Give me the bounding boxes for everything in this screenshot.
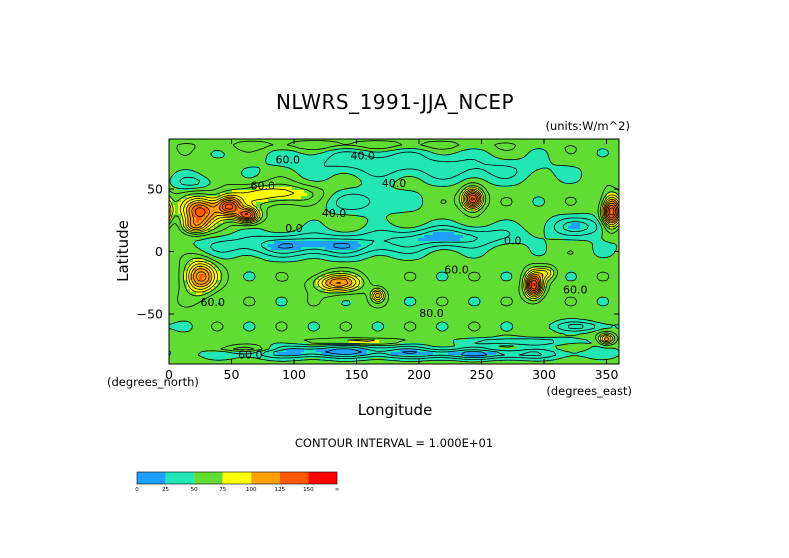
legend-label: 100: [246, 487, 257, 493]
contour-label: 60.0: [251, 180, 276, 193]
x-tick-label: 100: [282, 367, 306, 382]
contour-labels: 40.0 60.0 40.0 60.0 40.0 0.0 0.0 60.0 80.0 60.0 60…: [201, 150, 588, 362]
units-note: (units:W/m^2): [545, 119, 630, 133]
legend-swatch: [279, 472, 309, 484]
contour-label: 40.0: [322, 207, 347, 220]
contour-label: 40.0: [351, 150, 376, 163]
x-axis-label: Longitude: [358, 401, 433, 419]
contour-label: 60.0: [201, 296, 226, 309]
contour-label: 60.0: [444, 263, 469, 276]
legend-label: 50: [191, 487, 198, 493]
legend-label: ∞: [335, 487, 340, 493]
contour-label: 60.0: [276, 153, 301, 166]
x-tick-label: 300: [532, 367, 556, 382]
contour-label: 60.0: [563, 283, 588, 296]
contour-label: 40.0: [382, 177, 407, 190]
y-axis-ticks: 50 0 −50: [137, 182, 619, 322]
contour-label: 60.0: [238, 348, 263, 361]
y-axis-label: Latitude: [114, 220, 132, 282]
legend-label: 125: [275, 487, 286, 493]
contour-lines: [169, 140, 619, 363]
y-unit-note: (degrees_north): [107, 375, 199, 389]
x-tick-label: 150: [345, 367, 369, 382]
legend-swatch: [251, 472, 280, 484]
legend-label: 75: [219, 487, 226, 493]
y-tick-label: 0: [155, 244, 163, 259]
x-tick-label: 50: [224, 367, 240, 382]
contour-label: 0.0: [285, 222, 303, 235]
x-tick-label: 350: [595, 367, 619, 382]
legend-label: 150: [303, 487, 314, 493]
legend-swatch: [222, 472, 252, 484]
x-unit-note: (degrees_east): [546, 384, 632, 398]
legend-swatch: [137, 472, 166, 484]
y-tick-label: −50: [137, 307, 163, 322]
legend-swatch: [308, 472, 337, 484]
contour-label: 80.0: [419, 307, 444, 320]
chart-title: NLWRS_1991-JJA_NCEP: [276, 90, 514, 114]
x-tick-label: 250: [470, 367, 494, 382]
color-legend: 0 25 50 75 100 125 150 ∞: [135, 471, 340, 493]
legend-swatch: [194, 472, 223, 484]
x-tick-label: 200: [407, 367, 431, 382]
contour-interval-text: CONTOUR INTERVAL = 1.000E+01: [295, 436, 493, 450]
legend-swatch: [165, 472, 195, 484]
y-tick-label: 50: [147, 182, 163, 197]
legend-label: 0: [135, 487, 139, 493]
x-axis-ticks: 0 50 100 150 200 250 300 350: [165, 139, 618, 382]
contour-label: 0.0: [504, 235, 522, 248]
x-tick-label: 0: [165, 367, 173, 382]
legend-label: 25: [162, 487, 169, 493]
